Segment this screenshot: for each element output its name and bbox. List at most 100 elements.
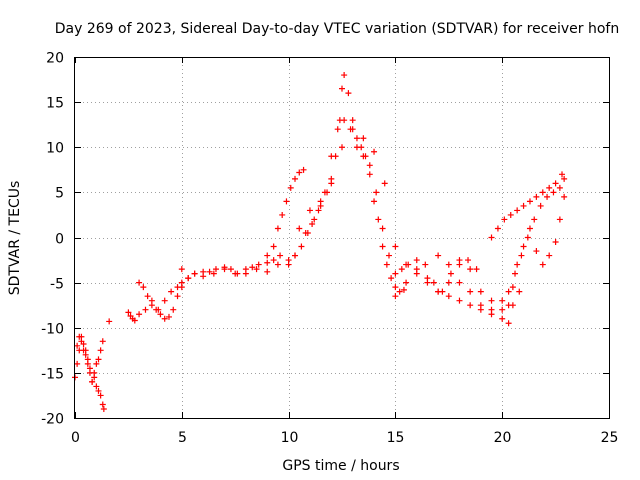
data-point	[292, 252, 299, 259]
data-point	[539, 189, 546, 196]
data-point	[488, 234, 495, 241]
data-point	[339, 85, 345, 92]
data-point	[206, 268, 213, 275]
data-point	[341, 72, 348, 79]
series-arc-10	[392, 266, 495, 304]
data-point	[328, 180, 335, 187]
data-point	[270, 257, 277, 264]
data-point	[507, 211, 514, 218]
data-point	[353, 144, 360, 151]
series-arc-6-rise	[264, 166, 307, 259]
data-point	[353, 135, 360, 142]
x-tick-label: 20	[494, 430, 512, 446]
data-point	[422, 261, 429, 268]
data-point	[533, 193, 540, 200]
data-point	[531, 216, 538, 223]
data-point	[424, 279, 431, 286]
data-point	[413, 257, 420, 264]
series-isolated	[106, 318, 113, 325]
data-point	[210, 270, 217, 277]
data-point	[403, 279, 410, 286]
y-tick-label: -5	[50, 277, 64, 293]
data-point	[212, 266, 219, 273]
data-point	[379, 243, 386, 250]
data-point	[97, 392, 104, 399]
data-point	[349, 126, 356, 133]
data-point	[512, 270, 519, 277]
data-point	[379, 225, 386, 232]
data-point	[178, 284, 185, 291]
data-point	[514, 261, 521, 268]
data-point	[78, 333, 85, 340]
data-point	[100, 405, 107, 412]
data-point	[279, 211, 286, 218]
data-point	[371, 148, 378, 155]
data-point	[552, 180, 559, 187]
data-point	[550, 189, 557, 196]
data-point	[413, 266, 420, 273]
data-point	[317, 198, 324, 205]
data-point	[255, 261, 262, 268]
data-point	[398, 266, 405, 273]
x-axis-label: GPS time / hours	[282, 458, 399, 474]
data-point	[499, 306, 506, 313]
data-point	[97, 347, 104, 354]
data-point	[366, 162, 373, 169]
data-point	[285, 261, 292, 268]
data-point	[526, 198, 533, 205]
data-point	[371, 198, 378, 205]
data-point	[82, 347, 89, 354]
plot-frame	[74, 57, 610, 419]
data-point	[185, 275, 192, 282]
y-tick-label: 20	[46, 51, 64, 67]
data-point	[148, 302, 155, 309]
data-point	[86, 365, 93, 372]
data-point	[494, 225, 501, 232]
data-point	[456, 297, 463, 304]
y-tick-label: -10	[41, 322, 64, 338]
plot-border	[74, 57, 610, 419]
series-arc-11	[435, 252, 523, 313]
data-point	[93, 360, 100, 367]
data-point	[435, 288, 442, 295]
data-point	[561, 175, 568, 182]
data-point	[191, 270, 198, 277]
data-point	[334, 126, 341, 133]
data-point	[349, 117, 356, 124]
data-point	[505, 320, 512, 327]
y-tick-label: -15	[41, 367, 64, 383]
data-point	[136, 311, 143, 318]
series-arc-7	[285, 72, 407, 295]
series-arc-13	[499, 175, 568, 304]
data-point	[249, 264, 256, 271]
data-point	[445, 279, 452, 286]
data-point	[270, 243, 277, 250]
data-point	[161, 297, 168, 304]
data-point	[300, 166, 307, 173]
series-arc-14	[505, 193, 568, 309]
y-tick-label: 10	[46, 141, 64, 157]
data-point	[360, 153, 367, 160]
data-point	[505, 288, 512, 295]
data-point	[561, 193, 568, 200]
data-point	[546, 184, 553, 191]
data-point	[200, 273, 207, 280]
data-point	[477, 288, 484, 295]
data-point	[227, 266, 234, 273]
data-point	[106, 318, 113, 325]
data-point	[435, 252, 442, 259]
data-point	[283, 198, 290, 205]
data-point	[161, 315, 168, 322]
data-point	[234, 270, 241, 277]
x-tick-label: 5	[178, 430, 187, 446]
data-point	[76, 347, 83, 354]
data-point	[556, 184, 563, 191]
data-point	[242, 266, 249, 273]
data-point	[155, 306, 162, 313]
data-point	[383, 261, 390, 268]
data-point	[253, 266, 260, 273]
data-point	[298, 243, 305, 250]
data-point	[360, 135, 367, 142]
data-point	[277, 252, 284, 259]
data-point	[518, 252, 525, 259]
